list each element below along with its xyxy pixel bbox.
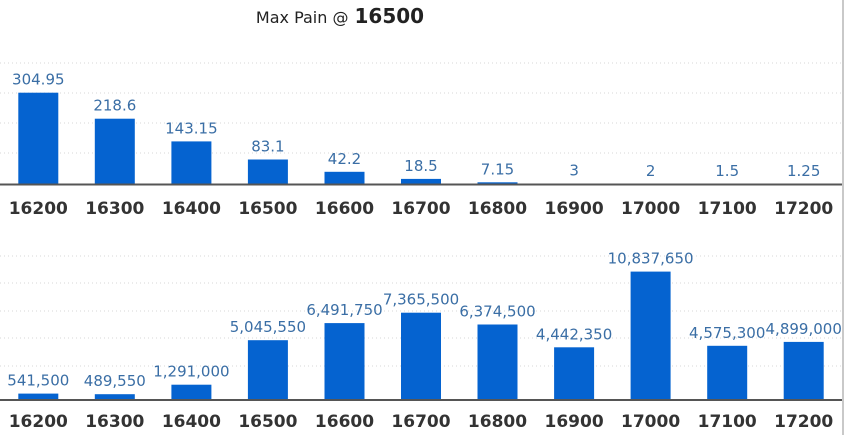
- bar-chart-2: 541,500 16200 489,550 16300 1,291,000 16400 5,…: [0, 250, 842, 432]
- value-label-16800: 6,374,500: [459, 303, 535, 321]
- value-label-17000: 10,837,650: [608, 250, 694, 268]
- tick-label-16300: 16300: [85, 199, 144, 219]
- value-label-16400: 1,291,000: [153, 363, 229, 381]
- tick-label-16800: 16800: [468, 199, 527, 219]
- bar-16400: [171, 384, 212, 400]
- tick-label-17200: 17200: [774, 412, 833, 432]
- value-label-17000: 2: [646, 162, 656, 180]
- bar-17200: [783, 341, 824, 400]
- value-label-16500: 5,045,550: [230, 318, 306, 336]
- bar-17100: [707, 345, 748, 400]
- tick-label-17100: 17100: [698, 199, 757, 219]
- bar-16500: [247, 159, 288, 185]
- value-label-16800: 7.15: [481, 160, 514, 178]
- tick-label-16400: 16400: [162, 199, 221, 219]
- bar-16900: [554, 347, 595, 400]
- value-label-17100: 1.5: [715, 162, 739, 180]
- bar-16800: [477, 324, 518, 400]
- bar-16700: [401, 312, 441, 400]
- tick-label-16900: 16900: [545, 412, 604, 432]
- value-label-16200: 304.95: [12, 71, 65, 89]
- bar-16600: [324, 171, 365, 185]
- value-label-16600: 42.2: [328, 150, 361, 168]
- value-label-16300: 489,550: [84, 372, 146, 390]
- tick-label-16400: 16400: [162, 412, 221, 432]
- tick-label-17000: 17000: [621, 199, 680, 219]
- tick-label-16500: 16500: [238, 199, 297, 219]
- value-label-16700: 7,365,500: [383, 291, 459, 309]
- tick-label-16200: 16200: [9, 412, 68, 432]
- bar-16600: [324, 323, 365, 400]
- value-label-16700: 18.5: [404, 157, 437, 175]
- value-label-16500: 83.1: [251, 138, 284, 156]
- tick-label-17200: 17200: [774, 199, 833, 219]
- tick-label-16700: 16700: [391, 412, 450, 432]
- tick-label-16300: 16300: [85, 412, 144, 432]
- chart-title: Max Pain @ 16500: [0, 4, 680, 28]
- value-label-16300: 218.6: [93, 97, 136, 115]
- tick-label-16600: 16600: [315, 199, 374, 219]
- value-label-16900: 3: [569, 162, 579, 180]
- value-label-17200: 1.25: [787, 162, 820, 180]
- panel-border: [842, 0, 844, 435]
- tick-label-17000: 17000: [621, 412, 680, 432]
- tick-label-16900: 16900: [545, 199, 604, 219]
- value-label-17200: 4,899,000: [766, 320, 842, 338]
- bar-16200: [18, 92, 59, 185]
- value-label-16600: 6,491,750: [306, 301, 382, 319]
- bar-chart-1: 304.95 16200 218.6 16300 143.15 16400 83.1 1650…: [0, 62, 842, 219]
- value-label-16200: 541,500: [7, 372, 69, 390]
- bar-17000: [630, 271, 671, 400]
- value-label-16900: 4,442,350: [536, 325, 612, 343]
- max-pain-label: Max Pain @: [255, 8, 349, 27]
- value-label-16400: 143.15: [165, 119, 218, 137]
- tick-label-16600: 16600: [315, 412, 374, 432]
- bar-16500: [247, 340, 288, 400]
- tick-label-16200: 16200: [9, 199, 68, 219]
- bar-16300: [94, 118, 135, 185]
- tick-label-17100: 17100: [698, 412, 757, 432]
- tick-label-16700: 16700: [391, 199, 450, 219]
- tick-label-16800: 16800: [468, 412, 527, 432]
- bar-16400: [171, 141, 212, 185]
- bar-16700: [401, 178, 441, 185]
- value-label-17100: 4,575,300: [689, 324, 765, 342]
- tick-label-16500: 16500: [238, 412, 297, 432]
- bar-16800: [477, 182, 518, 185]
- max-pain-value: 16500: [354, 4, 425, 28]
- bar-16200: [18, 393, 59, 400]
- bar-16300: [94, 394, 135, 400]
